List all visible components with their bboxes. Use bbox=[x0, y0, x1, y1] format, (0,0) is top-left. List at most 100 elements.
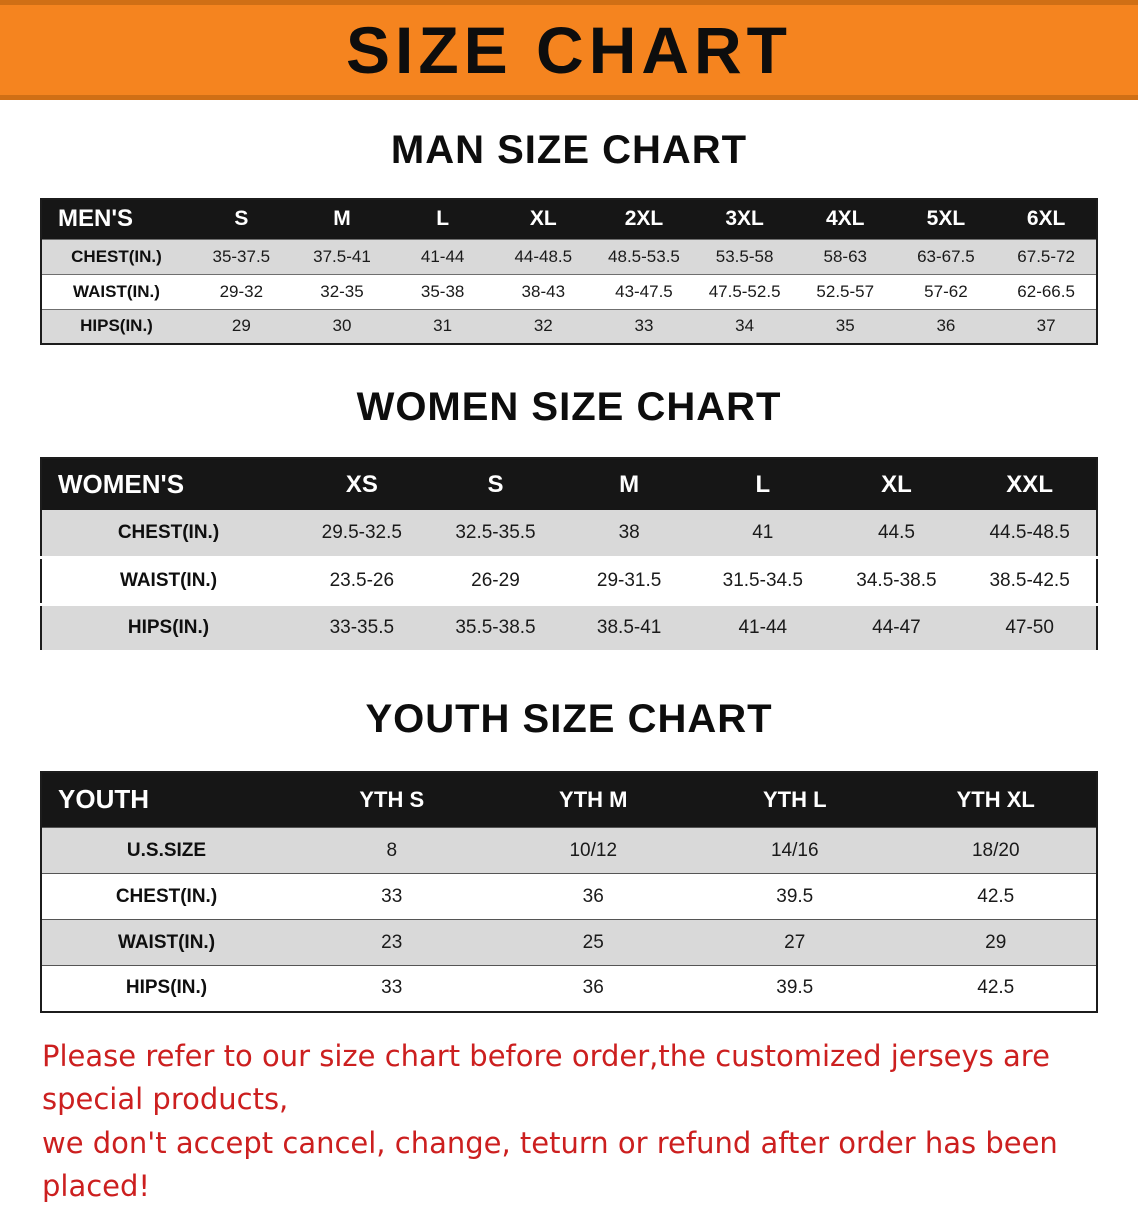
women-section: WOMEN SIZE CHART WOMEN'S XS S M L XL XXL CHEST(… bbox=[0, 385, 1138, 653]
value-cell: 29.5-32.5 bbox=[321, 521, 402, 543]
value-cell: 39.5 bbox=[776, 977, 814, 999]
banner-title: SIZE CHART bbox=[346, 13, 792, 87]
size-header-cell: 5XL bbox=[895, 199, 997, 239]
table-row: WAIST(IN.) 23 25 27 29 bbox=[41, 919, 1097, 966]
women-size-table: WOMEN'S XS S M L XL XXL CHEST(IN.) 29.5-32.5 32.5… bbox=[40, 457, 1098, 653]
value-cell: 31.5-34.5 bbox=[722, 569, 803, 591]
value-cell: 35-38 bbox=[420, 281, 465, 301]
table-row: HIPS(IN.) 33-35.5 35.5-38.5 38.5-41 41-44 44-… bbox=[41, 604, 1097, 651]
table-row: WAIST(IN.) 29-32 32-35 35-38 38-43 43-47.5 47.… bbox=[41, 274, 1097, 309]
value-cell: 52.5-57 bbox=[816, 281, 875, 301]
value-cell: 48.5-53.5 bbox=[608, 246, 680, 266]
size-header-cell: S bbox=[191, 199, 292, 239]
size-header-cell: YTH L bbox=[694, 771, 896, 828]
value-cell: 38.5-41 bbox=[596, 616, 662, 638]
row-label-cell: HIPS(IN.) bbox=[127, 616, 210, 638]
value-cell: 23.5-26 bbox=[329, 569, 395, 591]
value-cell: 44.5 bbox=[877, 521, 915, 543]
value-cell: 34 bbox=[735, 316, 755, 336]
value-cell: 35.5-38.5 bbox=[455, 616, 536, 638]
row-label-cell: CHEST(IN.) bbox=[71, 246, 162, 266]
size-header-cell: M bbox=[562, 458, 696, 510]
size-header-cell: 4XL bbox=[794, 199, 896, 239]
row-label-cell: U.S.SIZE bbox=[126, 839, 207, 861]
size-header-cell: 6XL bbox=[996, 199, 1097, 239]
value-cell: 44.5-48.5 bbox=[989, 521, 1070, 543]
value-cell: 29 bbox=[231, 316, 251, 336]
size-header-cell: L bbox=[392, 199, 493, 239]
value-cell: 29-32 bbox=[219, 281, 264, 301]
women-section-heading: WOMEN SIZE CHART bbox=[356, 385, 782, 429]
size-header-cell: YTH M bbox=[492, 771, 694, 828]
row-label-cell: HIPS(IN.) bbox=[80, 316, 153, 336]
value-cell: 57-62 bbox=[924, 281, 968, 301]
row-label-cell: CHEST(IN.) bbox=[115, 885, 218, 907]
youth-section-heading: YOUTH SIZE CHART bbox=[365, 696, 773, 741]
size-header-cell: M bbox=[291, 199, 393, 239]
value-cell: 42.5 bbox=[977, 977, 1015, 999]
value-cell: 29 bbox=[985, 931, 1007, 953]
value-cell: 41-44 bbox=[420, 246, 465, 266]
value-cell: 42.5 bbox=[977, 885, 1015, 907]
value-cell: 63-67.5 bbox=[917, 246, 975, 266]
value-cell: 43-47.5 bbox=[615, 281, 673, 301]
value-cell: 14/16 bbox=[770, 839, 819, 861]
value-cell: 58-63 bbox=[823, 246, 867, 266]
size-header-cell: 2XL bbox=[593, 199, 695, 239]
value-cell: 41-44 bbox=[738, 616, 788, 638]
value-cell: 25 bbox=[582, 931, 604, 953]
value-cell: 32 bbox=[533, 316, 553, 336]
table-row: CHEST(IN.) 35-37.5 37.5-41 41-44 44-48.5 48.5… bbox=[41, 239, 1097, 274]
value-cell: 36 bbox=[582, 885, 604, 907]
value-cell: 33 bbox=[381, 977, 403, 999]
table-row: CHEST(IN.) 29.5-32.5 32.5-35.5 38 41 44.5 44.5… bbox=[41, 510, 1097, 557]
table-title-cell: MEN'S bbox=[41, 199, 191, 239]
row-label-cell: CHEST(IN.) bbox=[117, 521, 220, 543]
value-cell: 27 bbox=[784, 931, 806, 953]
value-cell: 23 bbox=[381, 931, 403, 953]
size-header-cell: XL bbox=[492, 199, 594, 239]
value-cell: 32.5-35.5 bbox=[455, 521, 536, 543]
value-cell: 30 bbox=[332, 316, 352, 336]
size-header-cell: S bbox=[428, 458, 563, 510]
size-header-cell: YTH XL bbox=[895, 771, 1097, 828]
banner: SIZE CHART bbox=[0, 0, 1138, 100]
value-cell: 44-48.5 bbox=[514, 246, 573, 266]
value-cell: 53.5-58 bbox=[715, 246, 774, 266]
value-cell: 34.5-38.5 bbox=[856, 569, 937, 591]
value-cell: 44-47 bbox=[872, 616, 921, 638]
table-row: HIPS(IN.) 33 36 39.5 42.5 bbox=[41, 965, 1097, 1012]
table-title-cell: YOUTH bbox=[41, 771, 291, 828]
size-header-cell: XL bbox=[829, 458, 964, 510]
value-cell: 37 bbox=[1036, 316, 1056, 336]
value-cell: 38 bbox=[618, 521, 640, 543]
row-label-cell: HIPS(IN.) bbox=[125, 977, 208, 999]
value-cell: 38.5-42.5 bbox=[989, 569, 1070, 591]
size-header-cell: 3XL bbox=[694, 199, 795, 239]
value-cell: 36 bbox=[582, 977, 604, 999]
size-header-cell: XXL bbox=[963, 458, 1097, 510]
value-cell: 41 bbox=[752, 521, 774, 543]
value-cell: 31 bbox=[433, 316, 453, 336]
value-cell: 47-50 bbox=[1005, 616, 1054, 638]
value-cell: 47.5-52.5 bbox=[708, 281, 781, 301]
table-title-cell: WOMEN'S bbox=[41, 458, 295, 510]
value-cell: 8 bbox=[386, 839, 398, 861]
value-cell: 39.5 bbox=[776, 885, 814, 907]
table-row: HIPS(IN.) 29 30 31 32 33 34 35 36 37 bbox=[41, 309, 1097, 344]
men-section: MAN SIZE CHART MEN'S S M L XL 2XL 3XL 4XL 5XL 6XL… bbox=[0, 128, 1138, 345]
row-label-cell: WAIST(IN.) bbox=[73, 281, 160, 301]
value-cell: 33 bbox=[634, 316, 654, 336]
value-cell: 36 bbox=[936, 316, 956, 336]
value-cell: 26-29 bbox=[471, 569, 520, 591]
value-cell: 38-43 bbox=[521, 281, 566, 301]
table-header-row: MEN'S S M L XL 2XL 3XL 4XL 5XL 6XL bbox=[41, 199, 1097, 239]
value-cell: 37.5-41 bbox=[313, 246, 371, 266]
value-cell: 35-37.5 bbox=[212, 246, 271, 266]
value-cell: 35 bbox=[835, 316, 855, 336]
table-row: WAIST(IN.) 23.5-26 26-29 29-31.5 31.5-34.5 34… bbox=[41, 557, 1097, 604]
disclaimer-line-1: Please refer to our size chart before or… bbox=[42, 1038, 1050, 1117]
table-header-row: WOMEN'S XS S M L XL XXL bbox=[41, 458, 1097, 510]
youth-size-table: YOUTH YTH S YTH M YTH L YTH XL U.S.SIZE 8 10/12… bbox=[40, 770, 1098, 1013]
